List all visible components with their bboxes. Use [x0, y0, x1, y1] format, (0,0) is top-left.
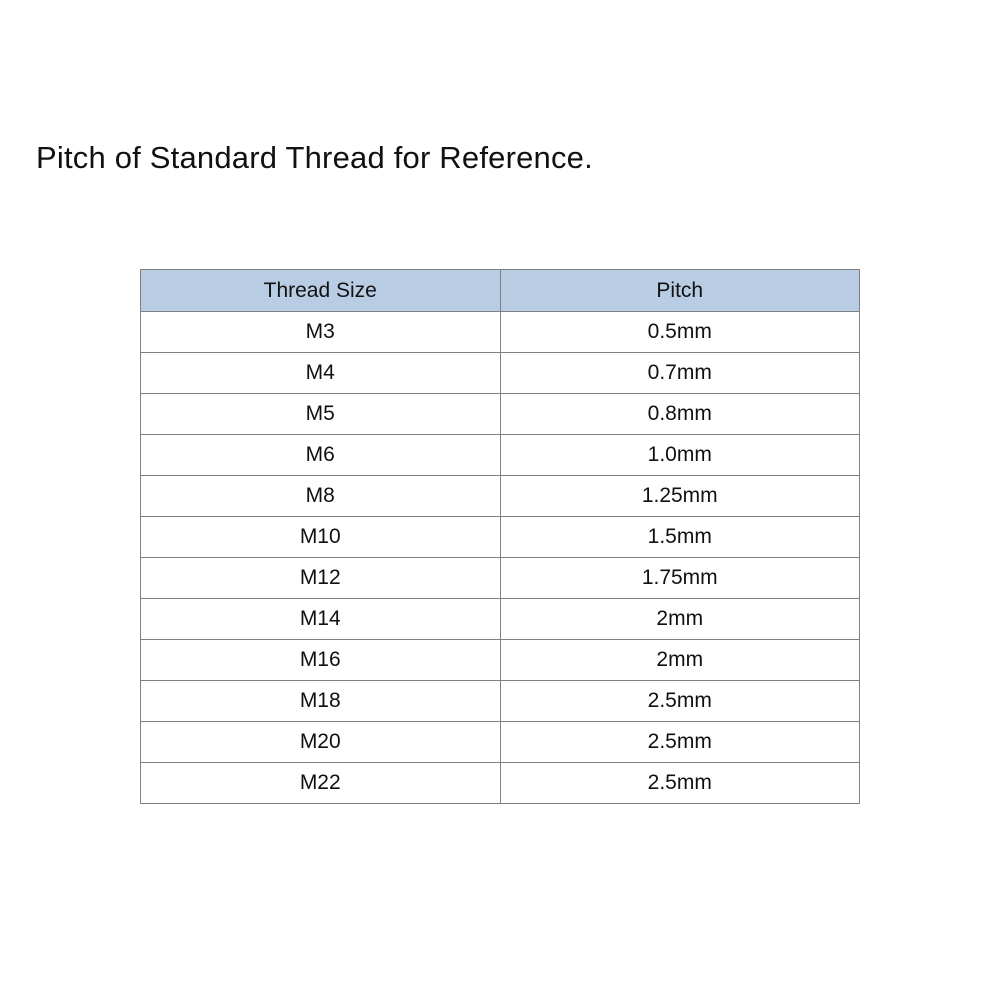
table-header-row: Thread Size Pitch [140, 269, 860, 312]
thread-size-cell: M16 [140, 639, 501, 681]
pitch-cell: 1.0mm [499, 434, 860, 476]
pitch-cell: 0.7mm [499, 352, 860, 394]
pitch-cell: 0.8mm [499, 393, 860, 435]
pitch-cell: 1.5mm [499, 516, 860, 558]
pitch-cell: 0.5mm [499, 311, 860, 353]
thread-size-cell: M20 [140, 721, 501, 763]
thread-size-cell: M5 [140, 393, 501, 435]
table-row: M5 0.8mm [140, 393, 860, 435]
pitch-cell: 2.5mm [499, 721, 860, 763]
thread-size-cell: M18 [140, 680, 501, 722]
thread-size-header: Thread Size [140, 269, 501, 312]
table-row: M6 1.0mm [140, 434, 860, 476]
thread-size-cell: M8 [140, 475, 501, 517]
table-row: M8 1.25mm [140, 475, 860, 517]
table-row: M4 0.7mm [140, 352, 860, 394]
table-row: M12 1.75mm [140, 557, 860, 599]
thread-size-cell: M22 [140, 762, 501, 804]
page-title: Pitch of Standard Thread for Reference. [36, 140, 593, 175]
table-row: M3 0.5mm [140, 311, 860, 353]
table-row: M16 2mm [140, 639, 860, 681]
table-row: M22 2.5mm [140, 762, 860, 804]
thread-size-cell: M4 [140, 352, 501, 394]
thread-size-cell: M12 [140, 557, 501, 599]
table-row: M10 1.5mm [140, 516, 860, 558]
table-row: M20 2.5mm [140, 721, 860, 763]
thread-size-cell: M3 [140, 311, 501, 353]
pitch-cell: 2mm [499, 639, 860, 681]
pitch-header: Pitch [499, 269, 860, 312]
table-row: M14 2mm [140, 598, 860, 640]
pitch-cell: 2mm [499, 598, 860, 640]
pitch-cell: 2.5mm [499, 680, 860, 722]
thread-size-cell: M14 [140, 598, 501, 640]
thread-pitch-table: Thread Size Pitch M3 0.5mm M4 0.7mm M5 0… [140, 269, 860, 804]
pitch-cell: 1.25mm [499, 475, 860, 517]
thread-size-cell: M10 [140, 516, 501, 558]
table-row: M18 2.5mm [140, 680, 860, 722]
pitch-cell: 2.5mm [499, 762, 860, 804]
pitch-cell: 1.75mm [499, 557, 860, 599]
thread-size-cell: M6 [140, 434, 501, 476]
